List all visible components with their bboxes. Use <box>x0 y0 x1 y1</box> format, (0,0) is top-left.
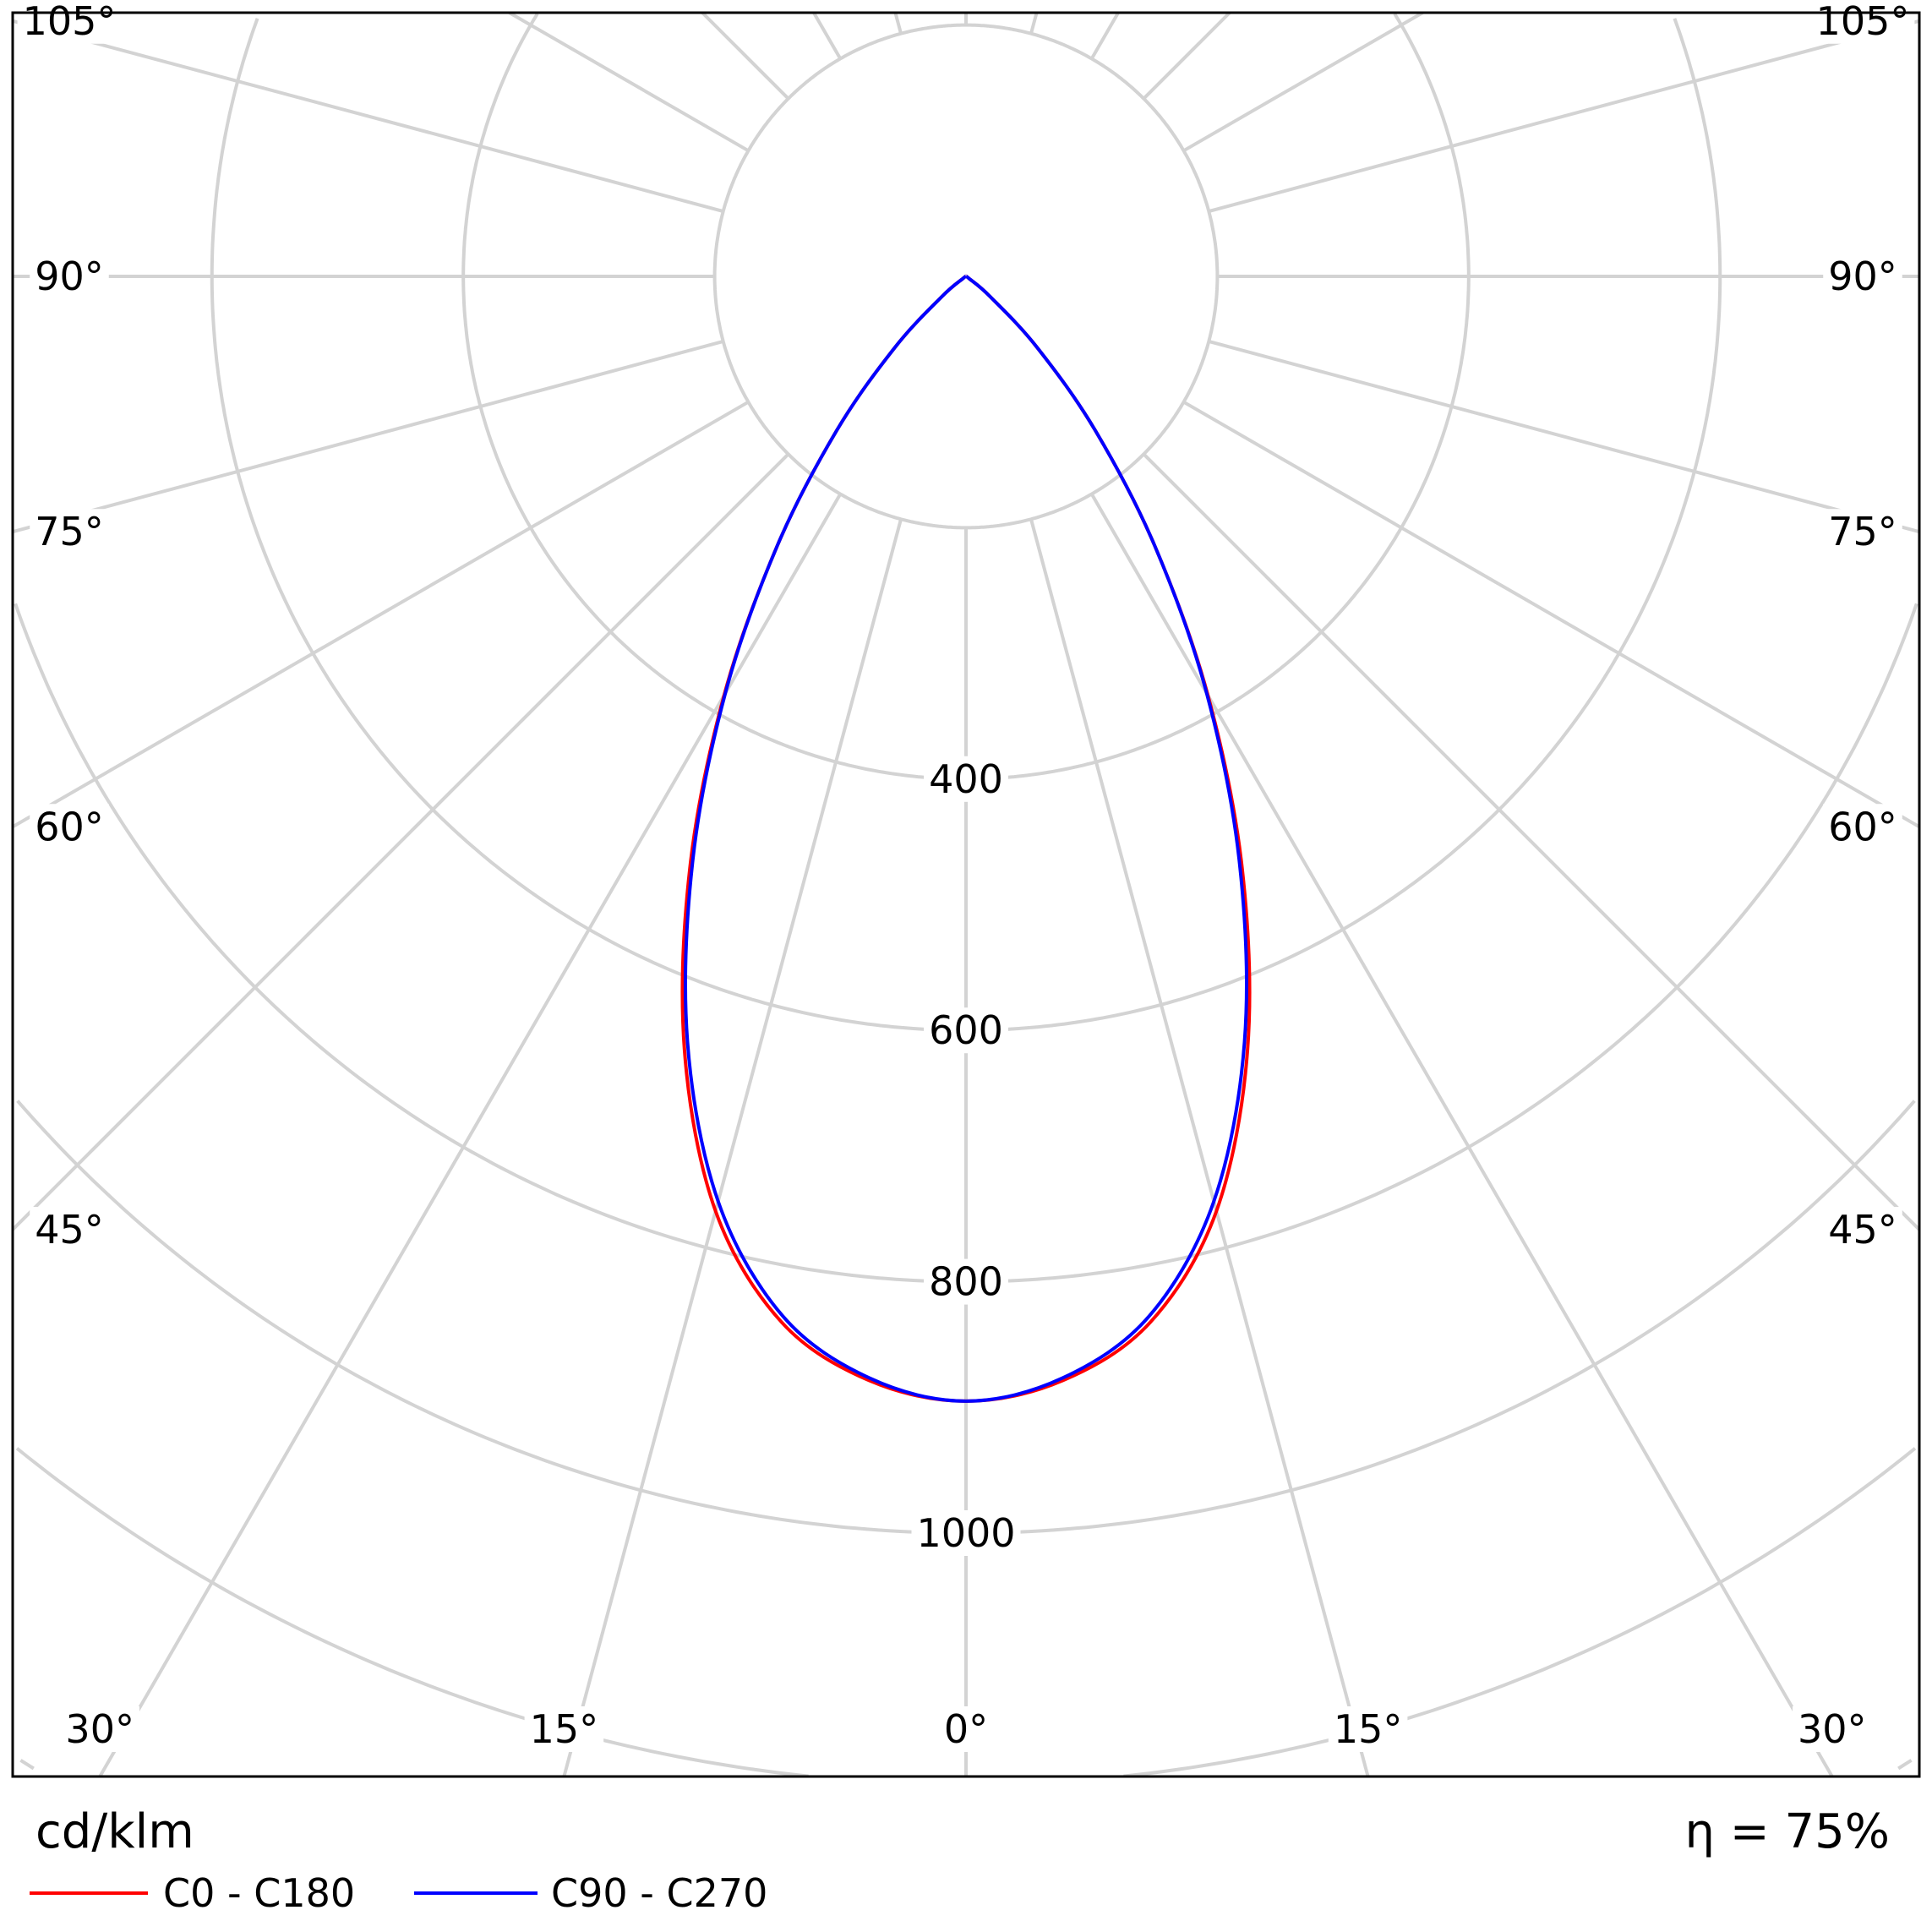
curves <box>680 274 1252 1403</box>
grid-spoke-285 <box>13 340 724 534</box>
grid-spoke-210 <box>812 13 843 60</box>
label-background <box>1823 1207 1902 1253</box>
grid-spoke-150 <box>1089 13 1120 60</box>
axis-labels: 400 600 800 1000 105° 105° 90° 90° 75° 75° 60° 60° 4… <box>17 0 1915 1752</box>
label-background <box>30 1207 109 1253</box>
angle-label-right-75: 75° <box>1828 509 1897 554</box>
label-background <box>924 1258 1008 1305</box>
grid-ring-800 <box>14 603 1918 1284</box>
polar-grid <box>13 13 1919 1776</box>
angle-label-left-60: 60° <box>35 804 104 849</box>
label-background <box>60 1706 139 1752</box>
grid-spoke-60 <box>1182 400 1919 828</box>
angle-label-bottom-4: 30° <box>1798 1706 1867 1752</box>
grid-spoke-330 <box>98 493 843 1776</box>
label-background <box>30 254 109 299</box>
grid-spoke-240 <box>508 13 750 153</box>
angle-label-right-90: 90° <box>1828 254 1897 299</box>
angle-label-bottom-1: 15° <box>530 1706 599 1752</box>
curve-c90-c270 <box>684 274 1248 1403</box>
grid-spoke-15 <box>1029 518 1370 1776</box>
grid-spoke-195 <box>893 13 903 35</box>
grid-spoke-135 <box>1142 13 1231 101</box>
label-background <box>1823 804 1902 850</box>
label-background <box>1810 0 1915 44</box>
grid-spoke-105 <box>1208 19 1919 213</box>
angle-label-right-45: 45° <box>1828 1207 1897 1253</box>
label-background <box>938 1706 994 1752</box>
angle-label-bottom-2: 0° <box>944 1706 988 1752</box>
grid-ring-400 <box>461 13 1471 781</box>
unit-label: cd/klm <box>35 1804 194 1859</box>
grid-ring-1200 <box>15 1447 1917 1776</box>
grid-ring-1000 <box>16 1100 1916 1535</box>
angle-label-left-105: 105° <box>23 0 117 44</box>
label-background <box>30 509 109 555</box>
legend-label-c0-c180: C0 - C180 <box>163 1870 355 1916</box>
label-background <box>924 1007 1008 1054</box>
angle-label-left-45: 45° <box>35 1207 104 1253</box>
grid-spoke-45 <box>1142 452 1919 1231</box>
grid-spoke-30 <box>1089 493 1834 1776</box>
radial-tick-800: 800 <box>929 1259 1003 1305</box>
angle-label-left-75: 75° <box>35 509 104 554</box>
grid-spoke-300 <box>13 400 750 828</box>
label-background <box>1823 254 1902 299</box>
angle-label-right-105: 105° <box>1816 0 1910 44</box>
grid-spoke-315 <box>13 452 790 1231</box>
radial-tick-1000: 1000 <box>916 1510 1015 1556</box>
grid-ring-1400 <box>19 1759 1913 1771</box>
label-background <box>17 0 122 44</box>
angle-label-left-90: 90° <box>35 254 104 299</box>
grid-ring-600 <box>210 18 1722 1033</box>
grid-spoke-345 <box>562 518 903 1776</box>
legend-label-c90-c270: C90 - C270 <box>551 1870 767 1916</box>
label-background <box>1328 1706 1408 1752</box>
grid-spoke-165 <box>1029 13 1039 35</box>
label-background <box>30 804 109 850</box>
grid-spoke-225 <box>701 13 790 101</box>
label-background <box>1823 509 1902 555</box>
label-background <box>1793 1706 1872 1752</box>
label-background <box>924 756 1008 802</box>
angle-label-right-60: 60° <box>1828 804 1897 849</box>
angle-label-bottom-0: 30° <box>65 1706 134 1752</box>
radial-tick-400: 400 <box>929 756 1003 802</box>
grid-spoke-75 <box>1208 340 1919 534</box>
label-background <box>524 1706 604 1752</box>
label-background <box>911 1510 1021 1556</box>
grid-spoke-255 <box>13 19 724 213</box>
grid-spoke-120 <box>1182 13 1424 153</box>
efficiency-label: η = 75% <box>1685 1804 1890 1859</box>
angle-label-bottom-3: 15° <box>1334 1706 1403 1752</box>
radial-tick-600: 600 <box>929 1007 1003 1053</box>
plot-frame <box>11 11 1921 1778</box>
